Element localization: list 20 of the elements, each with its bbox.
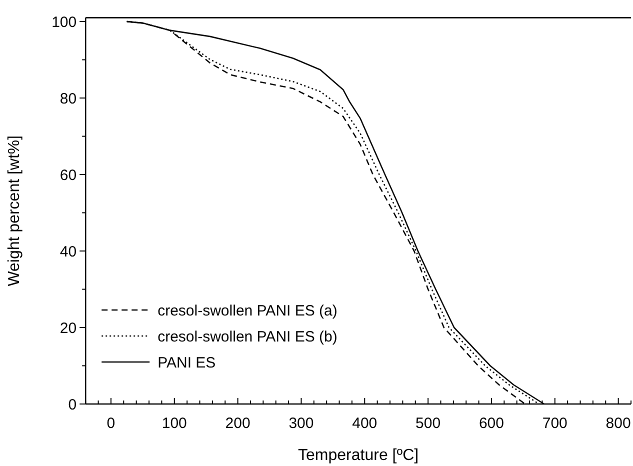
- legend-label: cresol-swollen PANI ES (b): [158, 328, 338, 346]
- x-tick-label: 800: [606, 415, 631, 432]
- y-tick-label: 40: [60, 243, 77, 260]
- y-tick-label: 20: [60, 320, 77, 337]
- x-tick-label: 400: [352, 415, 378, 432]
- legend-label: cresol-swollen PANI ES (a): [158, 302, 338, 320]
- y-tick-label: 80: [60, 90, 77, 108]
- x-tick-label: 300: [288, 415, 314, 432]
- x-axis-title: Temperature [ºC]: [298, 447, 419, 464]
- y-axis-title: Weight percent [wt%]: [6, 135, 23, 286]
- y-tick-label: 100: [52, 14, 77, 31]
- x-tick-label: 700: [542, 415, 568, 432]
- x-tick-label: 500: [416, 415, 441, 432]
- y-tick-label: 0: [68, 396, 77, 414]
- x-tick-label: 0: [106, 415, 116, 432]
- x-tick-label: 600: [478, 415, 504, 432]
- x-tick-label: 100: [162, 415, 187, 432]
- y-tick-label: 60: [60, 166, 77, 184]
- x-tick-label: 200: [225, 415, 250, 432]
- legend-label: PANI ES: [158, 354, 216, 372]
